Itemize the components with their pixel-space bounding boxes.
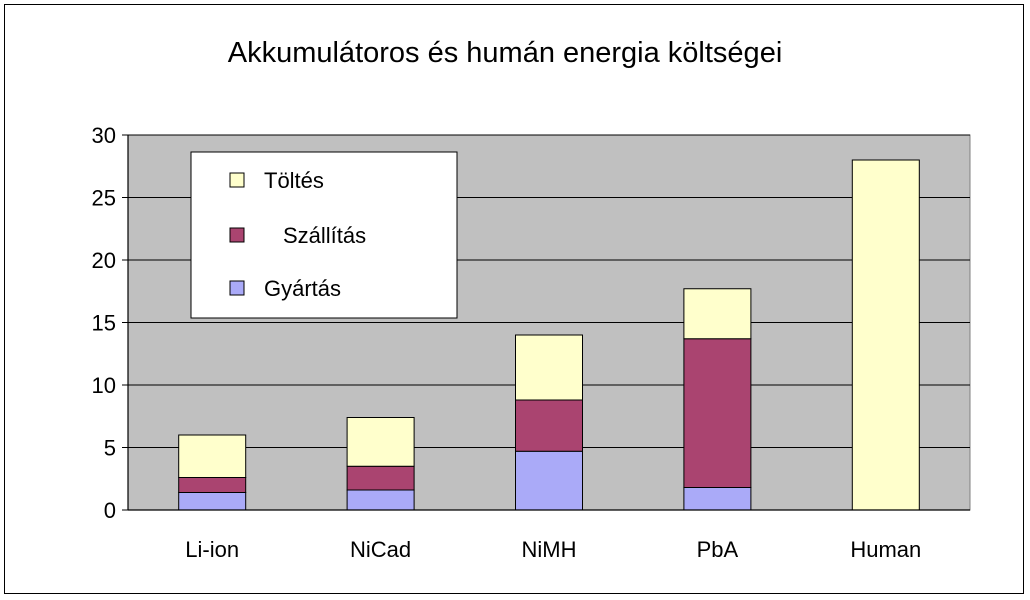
x-tick-label-li-ion: Li-ion — [185, 537, 239, 562]
legend-swatch-toltes — [229, 172, 245, 188]
bar-nimh-gyartas — [515, 450, 583, 511]
bar-li-ion-toltes — [178, 434, 247, 478]
legend-swatch-szallitas — [229, 227, 245, 243]
y-tick-label-15: 15 — [92, 311, 116, 336]
bar-nicad-toltes — [346, 417, 415, 467]
bar-human-toltes — [851, 159, 920, 511]
x-tick-label-nicad: NiCad — [350, 537, 411, 562]
x-tick-label-human: Human — [850, 537, 921, 562]
legend-label-toltes: Töltés — [264, 168, 324, 193]
legend-swatch-gyartas — [229, 280, 245, 296]
y-tick-label-10: 10 — [92, 373, 116, 398]
bar-nimh-toltes — [515, 334, 583, 401]
y-tick-label-25: 25 — [92, 186, 116, 211]
legend-label-szallitas: Szállítás — [283, 223, 366, 248]
axes: 0 5 10 15 20 25 30 Li-ion NiCad NiMH PbA Human — [92, 123, 970, 562]
x-tick-label-nimh: NiMH — [522, 537, 577, 562]
bars — [178, 159, 920, 511]
bar-pba-szallitas — [683, 338, 752, 488]
x-tick-label-pba: PbA — [697, 537, 739, 562]
y-tick-label-30: 30 — [92, 123, 116, 148]
y-tick-label-5: 5 — [104, 436, 116, 461]
bar-nicad-gyartas — [346, 489, 415, 511]
bar-nimh-szallitas — [515, 399, 583, 452]
bar-pba-toltes — [683, 288, 752, 340]
legend-label-gyartas: Gyártás — [264, 276, 341, 301]
bar-nicad-szallitas — [346, 465, 415, 491]
y-tick-label-20: 20 — [92, 248, 116, 273]
bar-pba-gyartas — [683, 487, 752, 511]
bar-li-ion-szallitas — [178, 477, 247, 493]
chart-title: Akkumulátoros és humán energia költségei — [228, 37, 783, 69]
y-tick-label-0: 0 — [104, 498, 116, 523]
legend: Töltés Szállítás Gyártás — [190, 151, 458, 319]
bar-li-ion-gyartas — [178, 492, 247, 511]
